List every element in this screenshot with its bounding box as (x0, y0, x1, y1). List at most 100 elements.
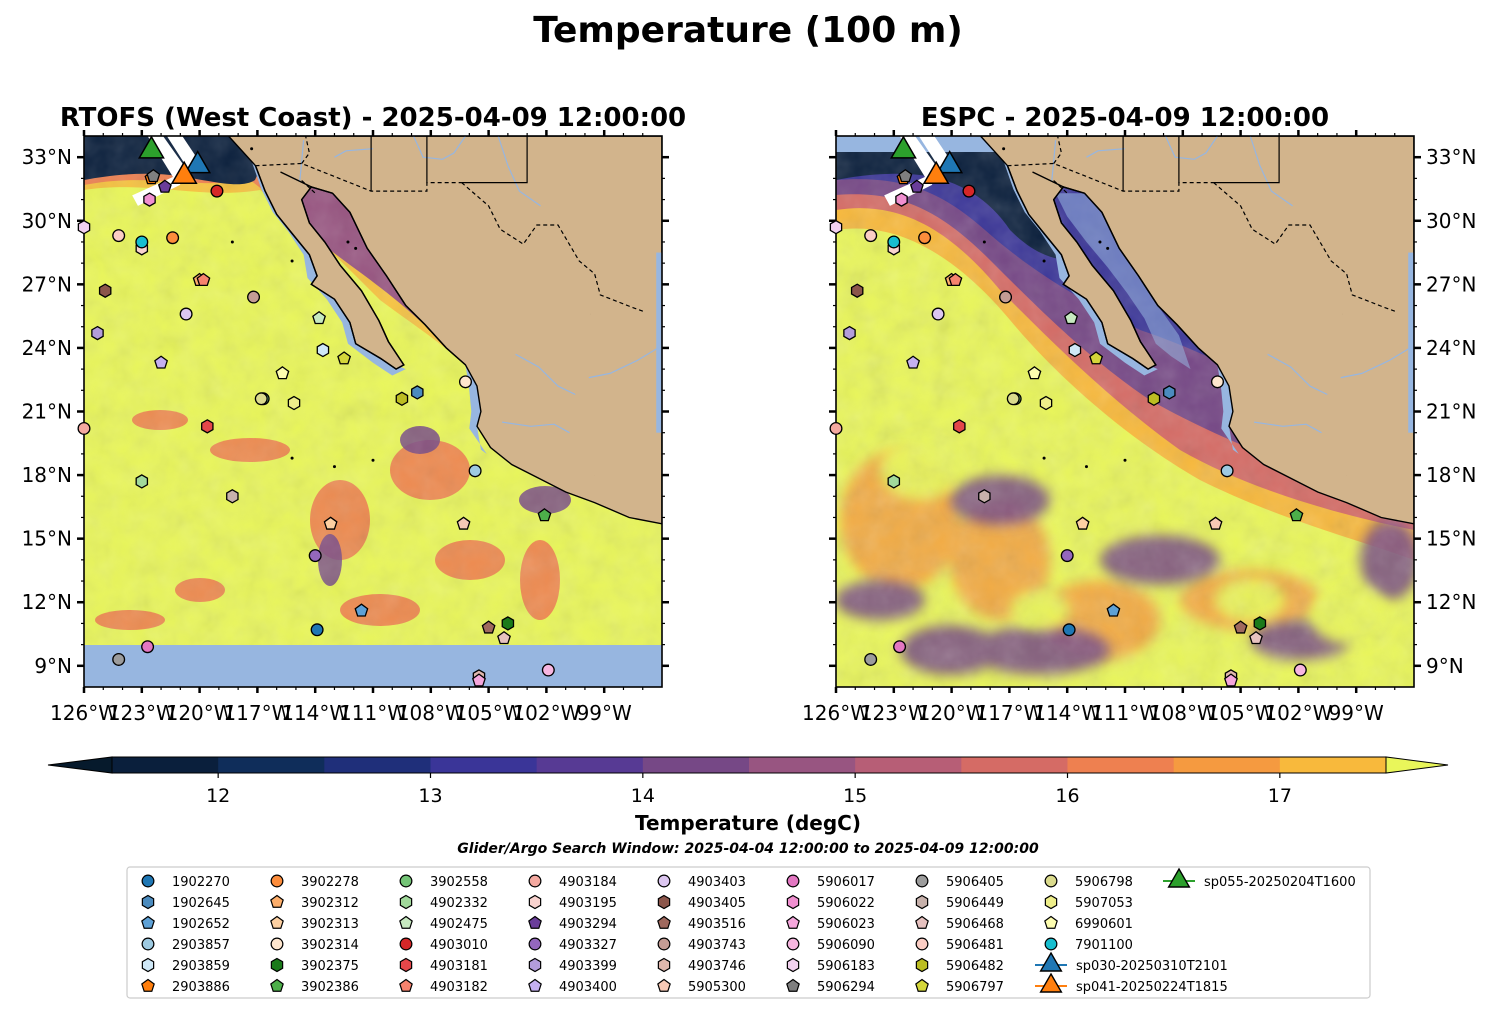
lat-tick-label: 24°N (22, 336, 72, 360)
argo-float-5906023 (1224, 673, 1238, 687)
legend-label-5906449: 5906449 (946, 896, 1004, 911)
lat-tick-label: 18°N (1426, 463, 1476, 487)
legend-marker-5906449 (915, 894, 929, 910)
legend-label-4903294: 4903294 (559, 917, 617, 932)
argo-float-4902475 (312, 310, 327, 325)
argo-float-3902314 (458, 375, 472, 389)
island (1098, 240, 1102, 244)
argo-float-5906405 (112, 652, 126, 666)
river (1267, 353, 1328, 396)
argo-float-4903184 (77, 421, 91, 435)
legend-label-5906022: 5906022 (817, 896, 875, 911)
shelf-mask (465, 364, 487, 454)
argo-float-3902375 (1253, 616, 1267, 631)
legend-label-3902375: 3902375 (301, 959, 359, 974)
colorbar-bin (749, 757, 856, 773)
legend-marker-3902386 (270, 978, 284, 992)
island (250, 147, 254, 151)
river (497, 136, 541, 207)
river (1254, 421, 1322, 434)
legend-label-4902475: 4902475 (430, 917, 488, 932)
lat-tick-label: 18°N (22, 463, 72, 487)
legend-marker-4903182 (399, 978, 413, 992)
argo-float-4903294 (157, 179, 172, 193)
lat-tick-label: 24°N (1426, 336, 1476, 360)
argo-float-5906090 (541, 663, 555, 677)
argo-float-4903403 (931, 307, 945, 321)
colorbar-bin (961, 757, 1068, 773)
lon-tick-label: 99°W (577, 701, 632, 725)
legend-marker-5906017 (786, 874, 800, 888)
legend-label-4903399: 4903399 (559, 959, 617, 974)
legend-marker-3902314 (270, 937, 284, 951)
argo-float-5906022 (143, 192, 156, 207)
shelf-mask (1217, 364, 1239, 454)
argo-float-4902332 (135, 474, 149, 489)
legend-marker-7901100 (1044, 937, 1058, 951)
colorbar-tick-label: 17 (1268, 785, 1292, 807)
no-data-band (84, 645, 662, 687)
country-border (1007, 162, 1214, 192)
legend-marker-3902375 (270, 957, 284, 973)
island (354, 246, 358, 250)
legend-marker-2903859 (141, 957, 155, 973)
argo-float-7901100 (135, 235, 149, 249)
country-border (301, 180, 316, 194)
argo-float-4903327 (1060, 549, 1074, 563)
colorbar-bin (1067, 757, 1175, 773)
gulf-shelf-mask (1055, 193, 1191, 370)
map-overlays (884, 136, 1414, 525)
argo-float-5906468 (1249, 630, 1263, 645)
lon-tick-label: 117°W (223, 701, 291, 725)
island (371, 458, 375, 462)
lon-tick-label: 123°W (108, 701, 176, 725)
argo-float-5906294 (146, 168, 161, 183)
river (1086, 148, 1126, 158)
legend-marker-4903184 (528, 874, 542, 888)
lat-tick-label: 15°N (22, 527, 72, 551)
legend-label-4903184: 4903184 (559, 875, 617, 890)
legend-label-2903886: 2903886 (172, 980, 230, 995)
argo-float-5906017 (893, 640, 907, 654)
legend-marker-5906090 (786, 937, 800, 951)
argo-float-4903400 (154, 355, 169, 369)
legend-marker-4903516 (657, 915, 671, 929)
argo-float-2903859 (316, 342, 330, 358)
argo-float-5906183 (77, 219, 91, 235)
legend-marker-1902645 (141, 894, 155, 910)
glider-sp030-20250310T2101 (936, 150, 964, 174)
coastline-baja (254, 165, 405, 370)
island (1123, 458, 1127, 462)
argo-float-4903294 (909, 179, 924, 193)
colorbar-bin (1173, 757, 1281, 773)
river (588, 347, 659, 379)
island (1084, 465, 1088, 469)
argo-float-3902313 (323, 516, 338, 530)
argo-float-6990601 (275, 366, 290, 380)
lat-tick-label: 27°N (1426, 272, 1476, 296)
argo-float-4903405 (850, 283, 864, 298)
legend-marker-5906481 (915, 937, 929, 951)
country-border (255, 162, 462, 192)
legend-label-5906183: 5906183 (817, 959, 875, 974)
argo-float-5906449 (226, 489, 239, 504)
country-border (1053, 136, 1063, 164)
legend-label-5906017: 5906017 (817, 875, 875, 890)
argo-float-2903857 (1220, 464, 1234, 478)
lon-tick-label: 120°W (166, 701, 234, 725)
lat-tick-label: 12°N (1426, 590, 1476, 614)
argo-float-1902652 (354, 603, 369, 617)
argo-float-3902314 (1210, 375, 1224, 389)
legend-marker-5906023 (786, 915, 800, 929)
colorbar-tick-label: 12 (206, 785, 230, 807)
colorbar-tick-label: 16 (1055, 785, 1079, 807)
argo-float-5905300 (1208, 516, 1223, 530)
legend-marker-4903399 (528, 957, 542, 973)
legend-marker-1902270 (141, 874, 155, 888)
legend-marker-sp055-20250204T1600 (1167, 867, 1191, 888)
lon-tick-label: 111°W (339, 701, 407, 725)
colorbar: 12 13 14 15 16 17 (47, 756, 1449, 807)
legend-label-4903743: 4903743 (688, 938, 746, 953)
colorbar-bin (1279, 757, 1387, 773)
argo-float-5906294 (898, 168, 913, 183)
